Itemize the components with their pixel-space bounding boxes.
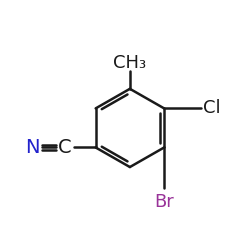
Text: Br: Br: [154, 194, 174, 212]
Text: Cl: Cl: [203, 100, 221, 117]
Text: C: C: [58, 138, 71, 157]
Text: N: N: [25, 138, 39, 157]
Text: CH₃: CH₃: [113, 54, 146, 72]
